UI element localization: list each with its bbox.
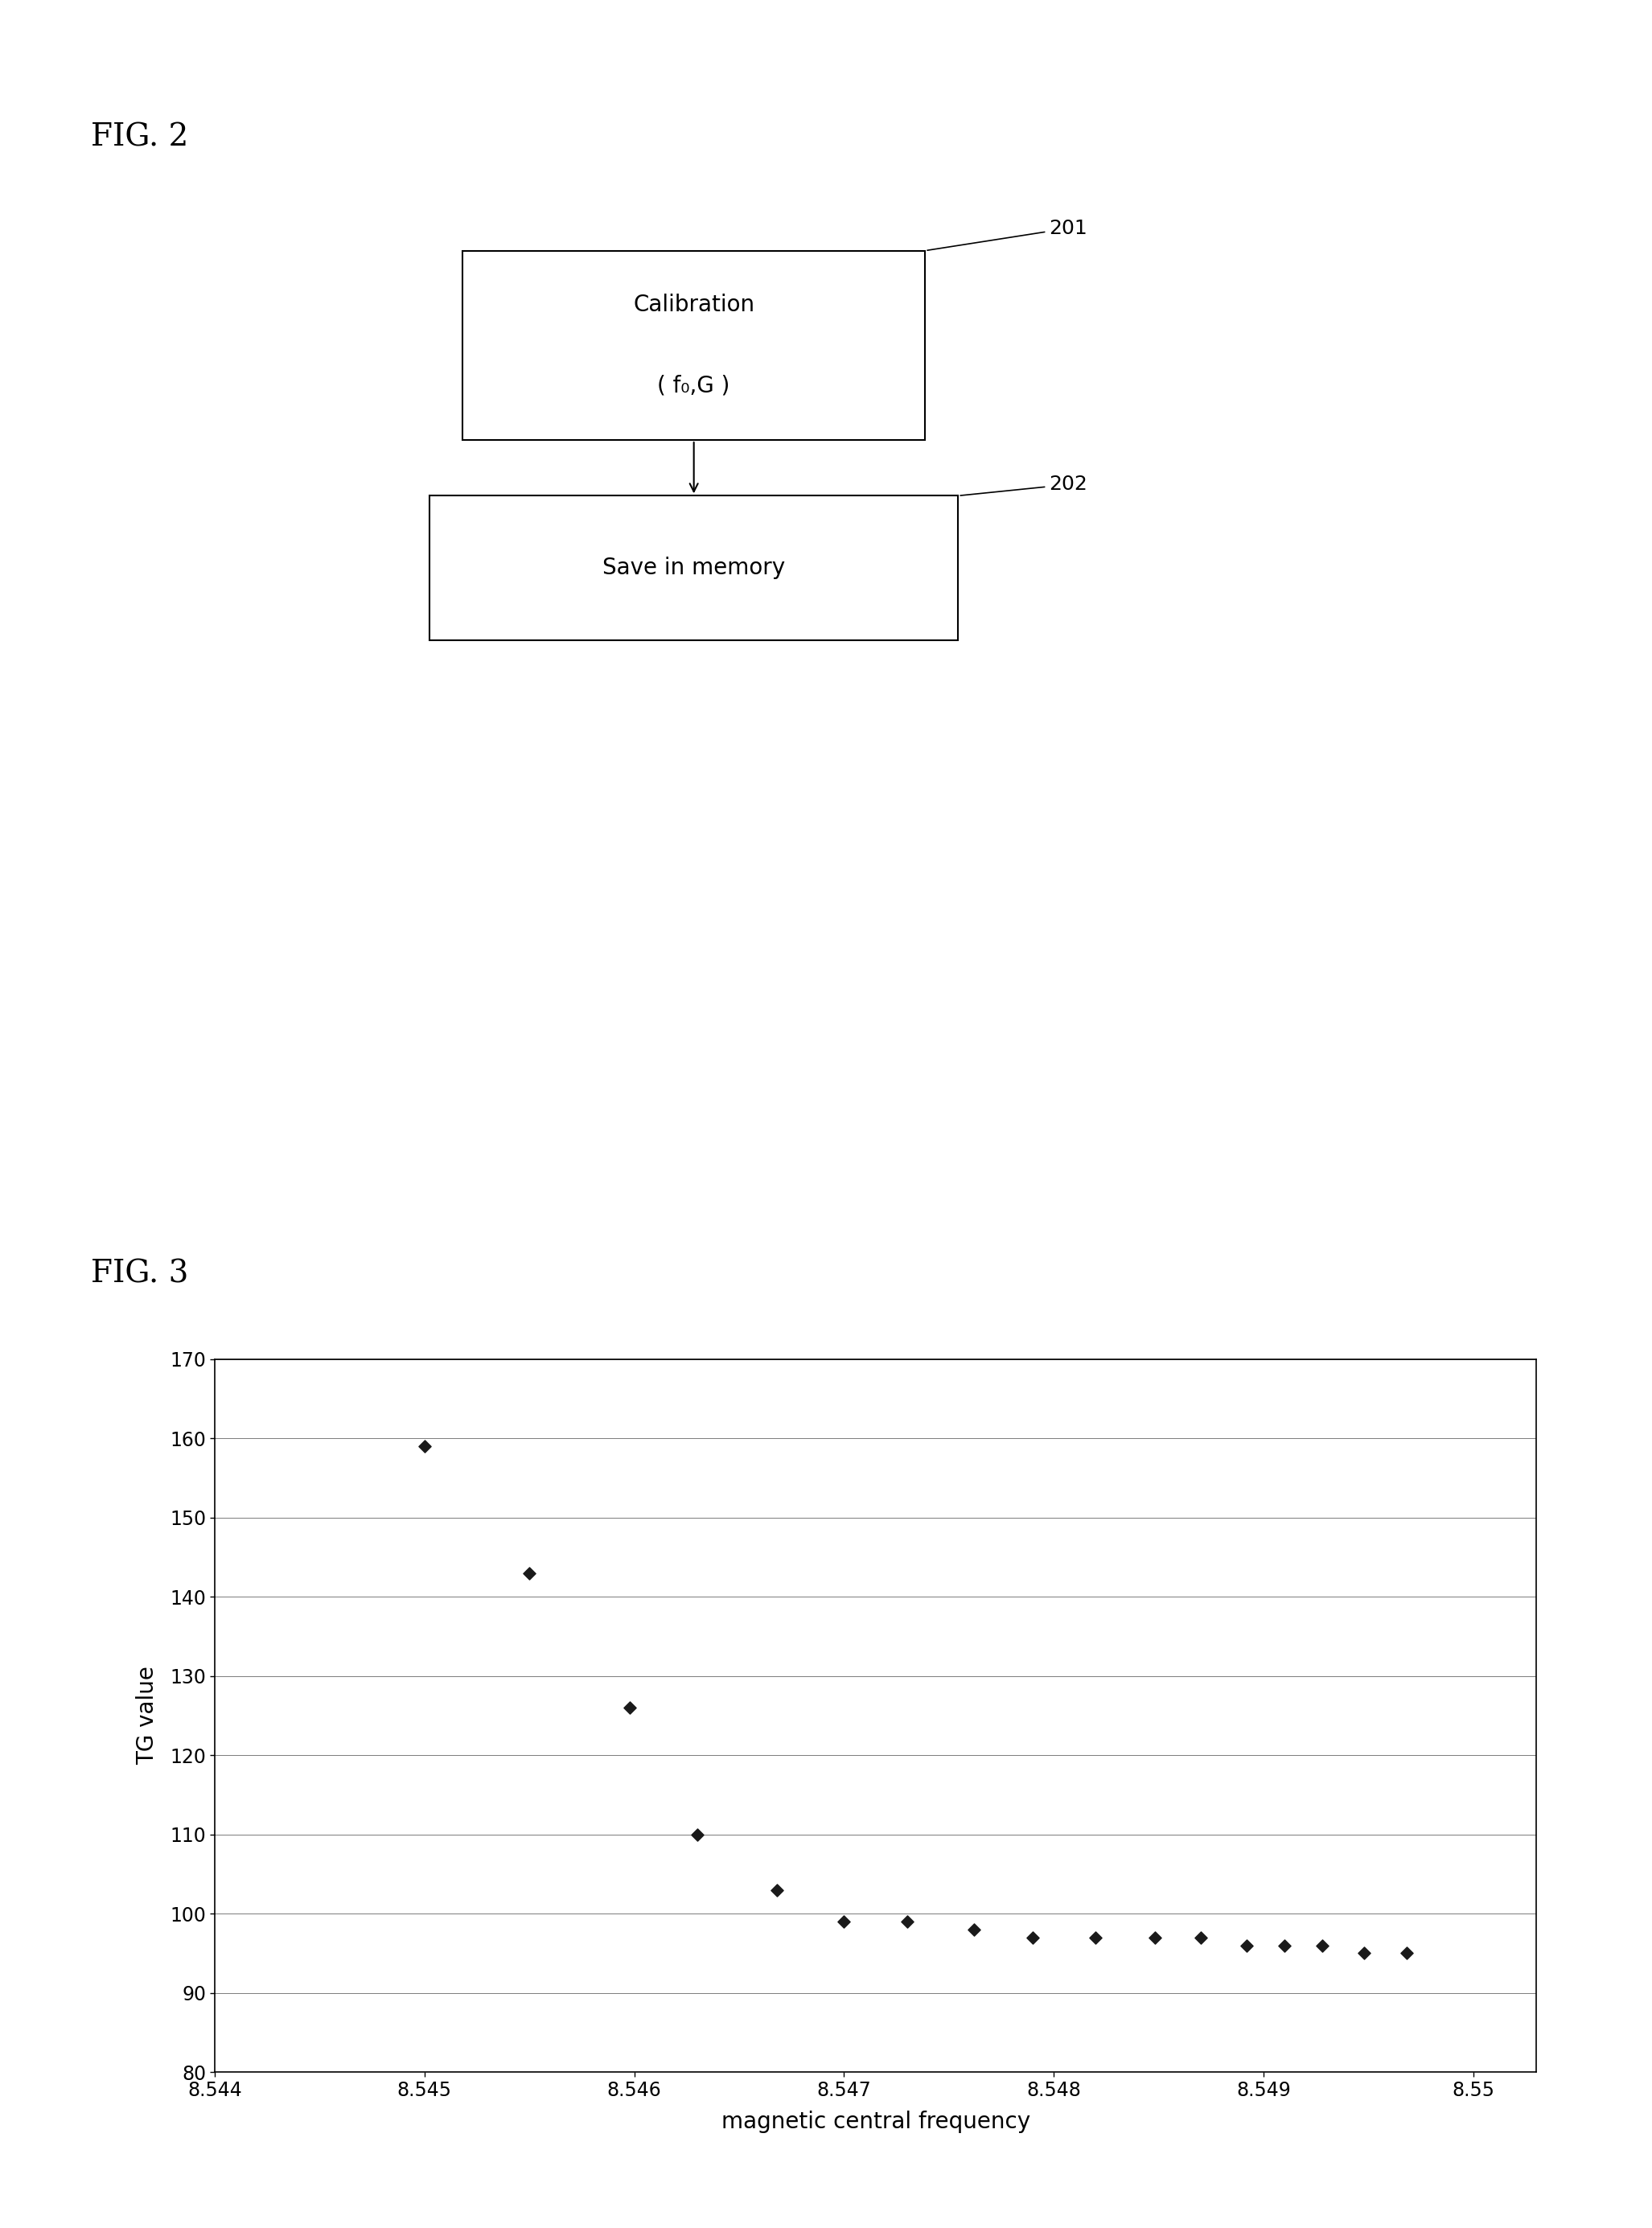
Point xyxy=(1234,1927,1260,1963)
Point xyxy=(1082,1921,1108,1956)
Point xyxy=(763,1872,790,1907)
X-axis label: magnetic central frequency: magnetic central frequency xyxy=(720,2110,1031,2134)
Point xyxy=(894,1903,920,1938)
Text: Calibration: Calibration xyxy=(633,294,755,316)
Point xyxy=(1188,1921,1214,1956)
Point xyxy=(1308,1927,1335,1963)
Point xyxy=(684,1816,710,1851)
Text: 202: 202 xyxy=(960,475,1087,495)
Text: ( f₀,G ): ( f₀,G ) xyxy=(657,374,730,397)
Point xyxy=(1272,1927,1298,1963)
Point xyxy=(961,1912,988,1947)
Point xyxy=(1393,1936,1419,1972)
Text: Save in memory: Save in memory xyxy=(603,557,785,579)
Point xyxy=(1019,1921,1046,1956)
Y-axis label: TG value: TG value xyxy=(137,1667,159,1765)
Point xyxy=(831,1903,857,1938)
Text: FIG. 2: FIG. 2 xyxy=(91,123,188,152)
Point xyxy=(1142,1921,1168,1956)
Point xyxy=(616,1689,643,1724)
Text: FIG. 3: FIG. 3 xyxy=(91,1259,188,1288)
Bar xyxy=(430,497,958,642)
Bar xyxy=(463,252,925,441)
Point xyxy=(411,1428,438,1464)
Point xyxy=(1351,1936,1378,1972)
Text: 201: 201 xyxy=(927,218,1087,250)
Point xyxy=(515,1555,542,1591)
